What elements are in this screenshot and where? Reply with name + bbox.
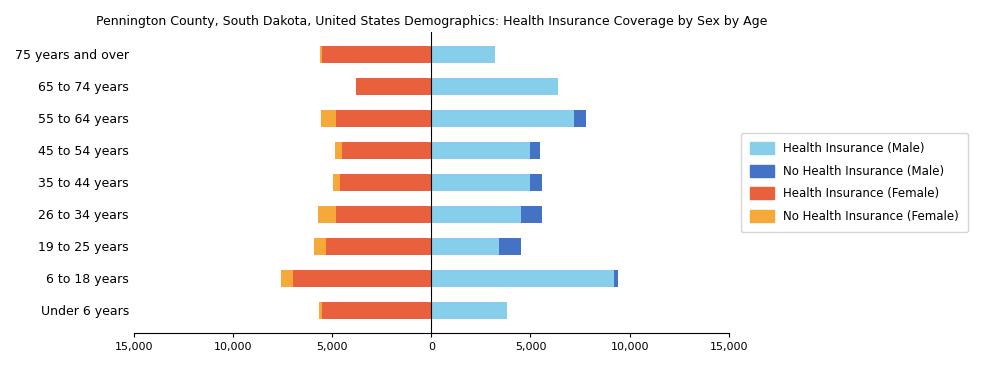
Bar (431, 270, 614, 287)
Bar (336, 206, 431, 223)
Bar (431, 302, 506, 319)
Bar (333, 174, 340, 191)
Bar (498, 238, 520, 255)
Bar (531, 142, 541, 159)
Bar (431, 110, 574, 127)
Legend: Health Insurance (Male), No Health Insurance (Male), Health Insurance (Female), : Health Insurance (Male), No Health Insur… (741, 133, 968, 232)
Bar (321, 110, 336, 127)
Bar (520, 206, 543, 223)
Bar (336, 110, 431, 127)
Bar (531, 174, 543, 191)
Bar (319, 302, 322, 319)
Bar (431, 238, 498, 255)
Bar (322, 302, 431, 319)
Bar (614, 270, 618, 287)
Bar (293, 270, 431, 287)
Bar (431, 206, 520, 223)
Bar (320, 46, 322, 63)
Title: Pennington County, South Dakota, United States Demographics: Health Insurance Co: Pennington County, South Dakota, United … (96, 15, 767, 28)
Bar (431, 174, 531, 191)
Bar (335, 142, 342, 159)
Bar (326, 238, 431, 255)
Bar (340, 174, 431, 191)
Bar (342, 142, 431, 159)
Bar (318, 206, 336, 223)
Bar (314, 238, 326, 255)
Bar (574, 110, 586, 127)
Bar (356, 78, 431, 95)
Bar (431, 142, 531, 159)
Bar (431, 78, 558, 95)
Bar (322, 46, 431, 63)
Bar (431, 46, 494, 63)
Bar (281, 270, 293, 287)
